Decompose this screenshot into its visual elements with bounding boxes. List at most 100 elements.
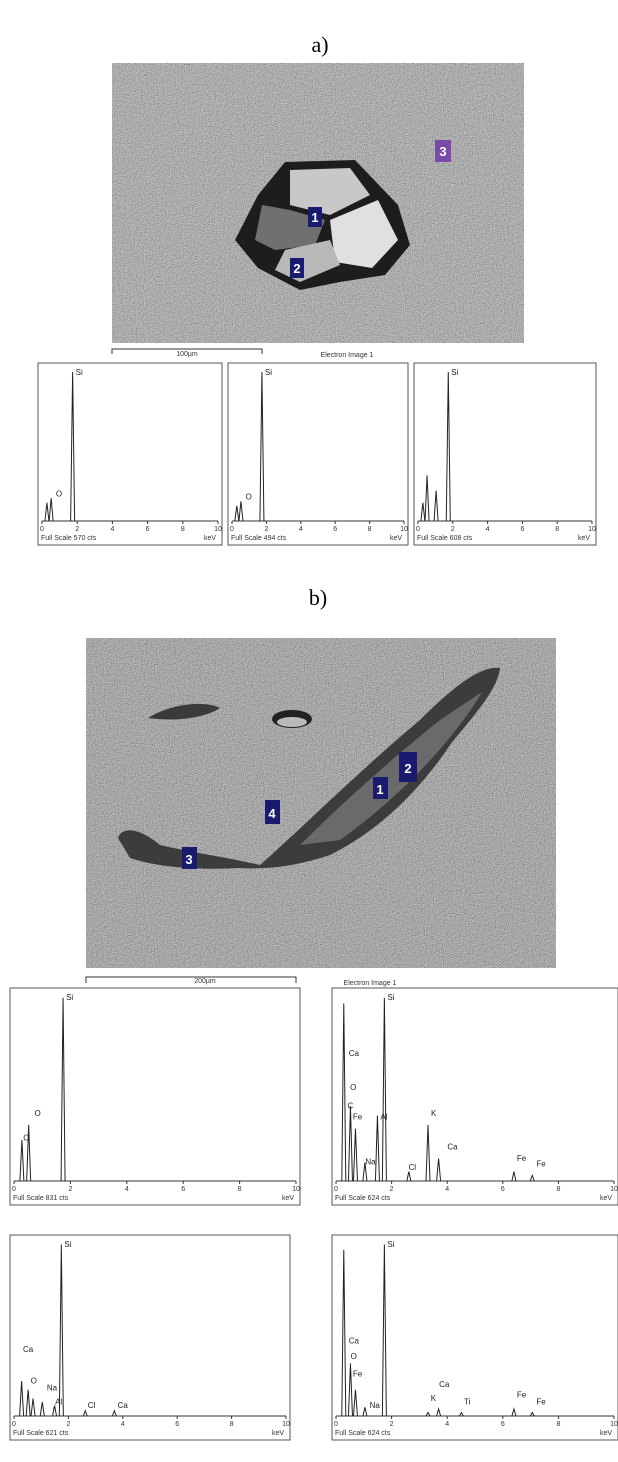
point-label: 3	[439, 144, 446, 159]
tick-label: 4	[125, 1186, 129, 1193]
peak-label: Ca	[349, 1336, 360, 1345]
axis-unit: keV	[272, 1430, 284, 1437]
tick-label: 4	[445, 1186, 449, 1193]
tick-label: 2	[66, 1421, 70, 1428]
peak-label: C	[347, 1101, 353, 1110]
sem-image	[112, 63, 524, 343]
measure-point: 2	[399, 752, 417, 782]
measure-point: 1	[308, 207, 322, 227]
tick-label: 0	[334, 1421, 338, 1428]
tick-label: 0	[12, 1186, 16, 1193]
tick-label: 8	[181, 526, 185, 533]
peak-label: O	[31, 1377, 37, 1386]
point-label: 2	[293, 261, 300, 276]
tick-label: 0	[230, 526, 234, 533]
axis-unit: keV	[600, 1430, 612, 1437]
axis-unit: keV	[578, 535, 590, 542]
peak-label: Ca	[439, 1380, 450, 1389]
peak-label: Al	[380, 1113, 387, 1122]
point-label: 1	[376, 782, 383, 797]
scale-bar-label: 200µm	[194, 978, 216, 985]
tick-label: 8	[368, 526, 372, 533]
point-label: 4	[268, 806, 276, 821]
peak-label: Ti	[464, 1398, 471, 1407]
tick-label: 8	[556, 1421, 560, 1428]
tick-label: 8	[556, 1186, 560, 1193]
peak-label: O	[56, 490, 62, 499]
spectrum-frame	[10, 1235, 290, 1440]
peak-label: Ca	[23, 1345, 34, 1354]
peak-label: Si	[387, 1240, 394, 1249]
tick-label: 0	[12, 1421, 16, 1428]
measure-point: 2	[290, 258, 304, 278]
spectrum-frame	[332, 988, 618, 1205]
full-scale: Full Scale 608 cts	[417, 535, 473, 542]
tick-label: 6	[146, 526, 150, 533]
tick-label: 10	[214, 526, 222, 533]
point-label: 2	[404, 761, 411, 776]
spectrum-frame	[38, 363, 222, 545]
peak-label: Fe	[353, 1370, 363, 1379]
peak-label: Si	[66, 993, 73, 1002]
peak-label: Si	[451, 368, 458, 377]
peak-label: Fe	[353, 1113, 363, 1122]
tick-label: 4	[486, 526, 490, 533]
peak-label: Cl	[88, 1401, 96, 1410]
full-scale: Full Scale 570 cts	[41, 535, 97, 542]
tick-label: 0	[416, 526, 420, 533]
panel-label: a)	[311, 32, 328, 57]
full-scale: Full Scale 831 cts	[13, 1195, 69, 1202]
tick-label: 10	[588, 526, 596, 533]
peak-label: Al	[55, 1398, 62, 1407]
tick-label: 2	[390, 1421, 394, 1428]
sem-image	[86, 638, 556, 968]
peak-label: Si	[265, 368, 272, 377]
tick-label: 4	[110, 526, 114, 533]
tick-label: 10	[610, 1186, 618, 1193]
tick-label: 2	[68, 1186, 72, 1193]
image-caption: Electron Image 1	[321, 352, 374, 359]
axis-unit: keV	[204, 535, 216, 542]
peak-label: O	[350, 1083, 356, 1092]
peak-label: Si	[64, 1240, 71, 1249]
tick-label: 8	[238, 1186, 242, 1193]
spectrum-frame	[414, 363, 596, 545]
measure-point: 1	[373, 777, 388, 799]
peak-label: Si	[76, 368, 83, 377]
tick-label: 2	[390, 1186, 394, 1193]
point-label: 1	[311, 210, 318, 225]
panel-label: b)	[309, 585, 327, 610]
peak-label: Fe	[536, 1398, 546, 1407]
tick-label: 6	[175, 1421, 179, 1428]
tick-label: 4	[299, 526, 303, 533]
axis-unit: keV	[282, 1195, 294, 1202]
image-caption: Electron Image 1	[344, 980, 397, 987]
peak-label: Ca	[447, 1143, 458, 1152]
tick-label: 0	[40, 526, 44, 533]
peak-label: O	[246, 493, 252, 502]
tick-label: 8	[555, 526, 559, 533]
point-label: 3	[185, 852, 192, 867]
peak-label: C	[23, 1133, 29, 1142]
measure-point: 4	[265, 800, 280, 824]
tick-label: 10	[292, 1186, 300, 1193]
tick-label: 2	[451, 526, 455, 533]
tick-label: 10	[610, 1421, 618, 1428]
measure-point: 3	[182, 847, 197, 869]
peak-label: Ca	[118, 1401, 129, 1410]
spectrum-frame	[228, 363, 408, 545]
peak-label: Cl	[409, 1163, 417, 1172]
full-scale: Full Scale 624 cts	[335, 1195, 391, 1202]
tick-label: 2	[264, 526, 268, 533]
tick-label: 6	[501, 1186, 505, 1193]
peak-label: Fe	[517, 1154, 527, 1163]
tick-label: 10	[282, 1421, 290, 1428]
scale-bar-label: 100µm	[176, 351, 198, 358]
peak-label: Si	[387, 993, 394, 1002]
figure: a) 1 2 3 100µm Electron Image 1 b) 1 2 3…	[0, 0, 618, 1462]
peak-label: Fe	[517, 1391, 527, 1400]
peak-label: Na	[365, 1158, 376, 1167]
axis-unit: keV	[600, 1195, 612, 1202]
peak-label: K	[431, 1394, 437, 1403]
spectrum-frame	[10, 988, 300, 1205]
